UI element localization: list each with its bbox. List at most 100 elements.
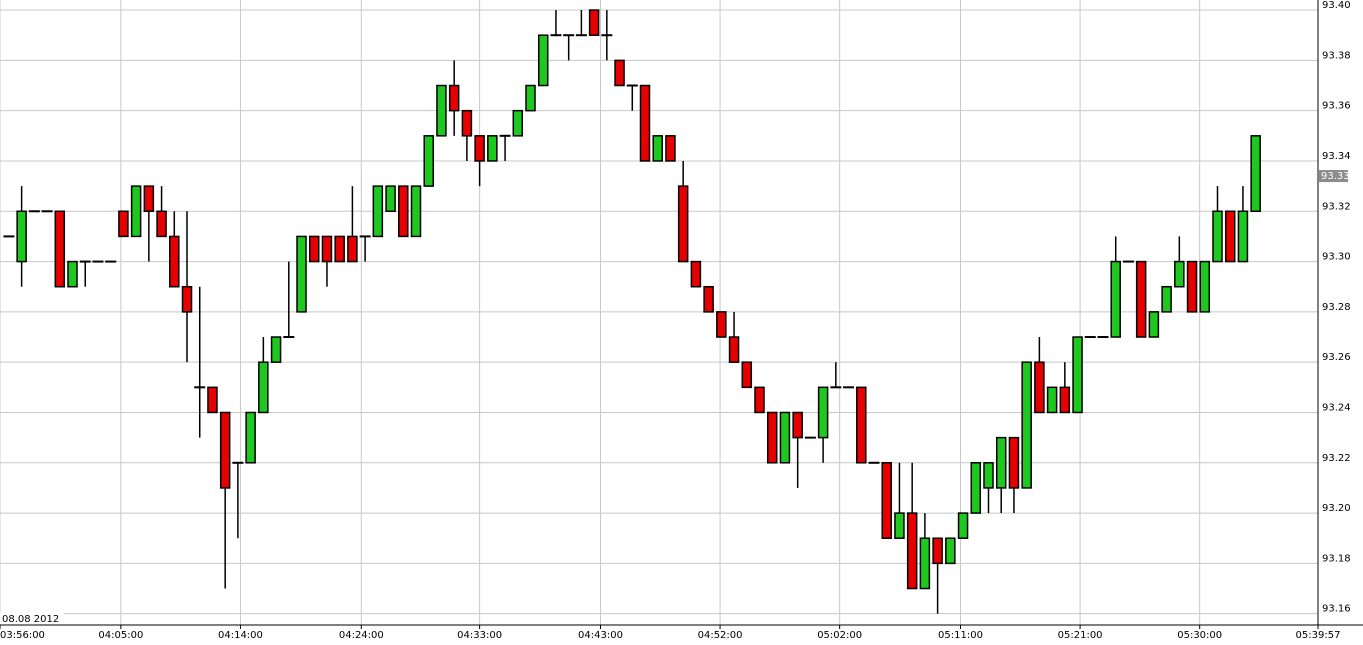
candle-body (550, 34, 562, 37)
x-tick-label: 05:21:00 (1058, 630, 1103, 641)
candle-body (448, 84, 460, 112)
candle-body (347, 235, 358, 263)
candle-body (79, 260, 91, 263)
candle-body (1250, 135, 1261, 213)
candle-body (270, 336, 282, 363)
candle-body (945, 537, 956, 565)
candle-body (614, 59, 625, 87)
x-tick-label: 04:05:00 (98, 630, 143, 641)
y-tick-label: 93.18 (1322, 553, 1351, 564)
price-marker-bg (1319, 170, 1348, 183)
y-tick-label: 93.38 (1322, 50, 1351, 61)
y-tick-label: 93.24 (1322, 402, 1351, 413)
candle-body (792, 411, 803, 439)
candle-body (1021, 361, 1032, 489)
candle-body (728, 336, 740, 363)
candle-body (652, 135, 663, 162)
y-tick-label: 93.40 (1322, 0, 1351, 11)
candle-body (957, 512, 969, 539)
candle-body (894, 512, 905, 539)
candle-body (499, 134, 511, 137)
candle-body (28, 210, 40, 213)
candle-body (575, 34, 587, 37)
candle-body (1135, 260, 1147, 338)
candle-body (207, 386, 218, 414)
candle-body (970, 462, 982, 514)
x-tick-label: 03:56:00 (0, 630, 45, 641)
candle-body (1122, 260, 1134, 263)
candle-body (245, 411, 256, 464)
candle-body (601, 34, 613, 37)
candle-body (1059, 386, 1071, 414)
candle-body (1084, 336, 1096, 339)
candle-body (512, 109, 524, 137)
y-tick-label: 93.28 (1322, 302, 1351, 313)
candle-body (1237, 210, 1249, 263)
candle-body (932, 537, 943, 565)
candle-body (169, 235, 180, 288)
x-tick-label: 05:02:00 (817, 630, 862, 641)
candle-body (296, 235, 307, 313)
candle-body (92, 260, 104, 263)
candle-body (398, 185, 409, 238)
candle-body (181, 285, 193, 313)
candle-body (1224, 210, 1236, 263)
candle-body (804, 436, 816, 439)
candle-body (754, 386, 765, 414)
candle-body (283, 336, 295, 339)
x-tick-label: 04:33:00 (457, 630, 502, 641)
y-tick-label: 93.32 (1322, 201, 1351, 212)
candle-body (308, 235, 320, 263)
y-tick-label: 93.26 (1322, 352, 1351, 363)
candle-body (703, 285, 714, 313)
candle-body (385, 185, 396, 213)
candle-body (741, 361, 753, 389)
candle-body (1148, 311, 1160, 338)
candle-body (118, 210, 129, 238)
candle-body (1097, 336, 1109, 339)
candle-body (1174, 260, 1185, 288)
x-tick-label: 04:43:00 (578, 630, 623, 641)
candle-body (194, 386, 206, 389)
candle-body (219, 411, 231, 489)
candle-body (3, 235, 15, 238)
candle-body (16, 210, 27, 263)
y-tick-label: 93.36 (1322, 101, 1351, 112)
x-tick-label: 05:30:00 (1177, 630, 1222, 641)
candle-body (156, 210, 167, 238)
y-tick-label: 93.22 (1322, 453, 1351, 464)
candles (3, 9, 1261, 614)
candle-body (677, 185, 689, 263)
candle-body (995, 436, 1007, 489)
candle-body (639, 84, 651, 162)
x-tick-label: 05:11:00 (938, 630, 983, 641)
candle-body (232, 461, 244, 464)
candle-body (54, 210, 66, 288)
candle-body (487, 135, 498, 162)
x-tick-label: 04:24:00 (339, 630, 384, 641)
candle-body (1072, 336, 1083, 414)
candle-body (919, 537, 931, 590)
candle-body (906, 512, 918, 590)
candle-body (716, 311, 727, 338)
candle-body (1199, 260, 1211, 313)
candle-body (130, 185, 142, 238)
candle-body (321, 235, 333, 263)
candle-body (525, 84, 536, 112)
date-label-bg (0, 612, 64, 624)
candle-body (474, 135, 485, 162)
candle-body (843, 386, 855, 389)
x-tick-label: 04:14:00 (218, 630, 263, 641)
candle-body (258, 361, 269, 414)
candle-body (1046, 386, 1058, 414)
candle-body (626, 84, 638, 87)
x-tick-label: 04:52:00 (698, 630, 743, 641)
candle-body (537, 34, 549, 87)
candle-body (665, 135, 676, 162)
candle-body (563, 34, 575, 37)
candle-body (41, 210, 53, 213)
